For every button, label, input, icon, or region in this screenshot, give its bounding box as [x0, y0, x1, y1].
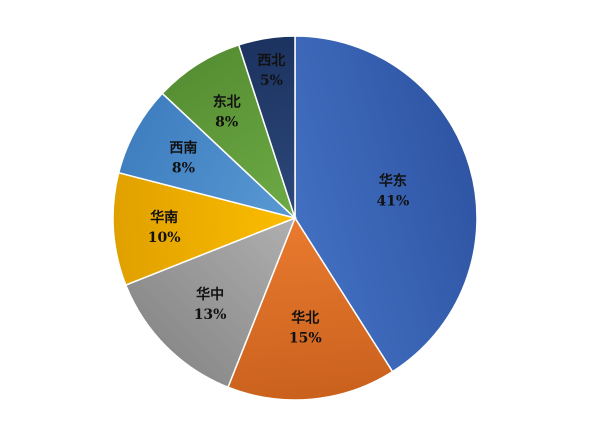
- slice-category-label: 华东: [379, 173, 407, 190]
- slice-percent-label: 41%: [377, 194, 410, 210]
- slice-percent-label: 5%: [260, 73, 283, 89]
- pie-slices: [112, 35, 478, 401]
- slice-percent-label: 10%: [148, 230, 181, 246]
- slice-percent-label: 13%: [194, 307, 227, 323]
- pie-slice-5: [161, 43, 296, 219]
- slice-category-label: 华中: [196, 286, 224, 303]
- pie-slice-6: [237, 35, 296, 219]
- slice-category-label: 华南: [150, 209, 178, 226]
- slice-percent-label: 15%: [289, 331, 322, 347]
- pie-slice-1: [227, 216, 394, 401]
- pie-slice-2: [124, 216, 297, 389]
- pie-labels: 华东 41% 华北 15% 华中 13% 华南 10% 西南 8% 东北 8% 西北 5%: [148, 53, 409, 347]
- pie-slice-3: [112, 171, 298, 286]
- slice-category-label: 东北: [213, 93, 241, 110]
- slice-category-label: 西北: [257, 53, 285, 69]
- pie-slice-0: [294, 35, 478, 373]
- slice-percent-label: 8%: [172, 161, 195, 177]
- pie-slice-4: [117, 92, 296, 219]
- slice-category-label: 西南: [169, 140, 197, 157]
- slice-category-label: 华北: [291, 310, 319, 327]
- slice-percent-label: 8%: [215, 114, 238, 130]
